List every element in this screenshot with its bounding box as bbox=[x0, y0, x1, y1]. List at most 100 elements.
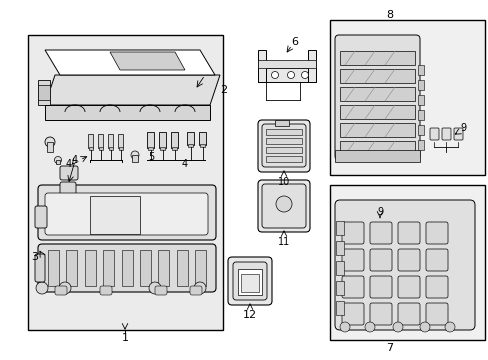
Bar bbox=[171, 132, 178, 148]
FancyBboxPatch shape bbox=[334, 200, 474, 330]
FancyBboxPatch shape bbox=[258, 120, 309, 172]
Bar bbox=[132, 155, 138, 162]
FancyBboxPatch shape bbox=[334, 35, 419, 160]
FancyBboxPatch shape bbox=[258, 180, 309, 232]
FancyBboxPatch shape bbox=[425, 249, 447, 271]
FancyBboxPatch shape bbox=[155, 286, 167, 295]
FancyBboxPatch shape bbox=[397, 276, 419, 298]
Bar bbox=[195, 250, 205, 286]
FancyBboxPatch shape bbox=[60, 166, 78, 180]
Bar bbox=[417, 80, 423, 90]
Bar bbox=[108, 134, 113, 148]
FancyBboxPatch shape bbox=[262, 124, 305, 167]
Bar bbox=[339, 69, 414, 83]
FancyBboxPatch shape bbox=[100, 286, 112, 295]
FancyBboxPatch shape bbox=[227, 257, 271, 305]
FancyBboxPatch shape bbox=[429, 128, 438, 140]
Text: 4: 4 bbox=[66, 159, 72, 169]
Bar bbox=[98, 134, 103, 148]
Circle shape bbox=[54, 157, 61, 163]
Bar bbox=[66, 250, 77, 286]
Bar bbox=[48, 250, 59, 286]
Bar bbox=[417, 110, 423, 120]
Circle shape bbox=[45, 137, 55, 147]
Bar bbox=[335, 221, 343, 235]
Circle shape bbox=[271, 72, 278, 78]
Circle shape bbox=[364, 322, 374, 332]
Circle shape bbox=[59, 282, 71, 294]
Bar bbox=[265, 138, 302, 144]
Bar bbox=[200, 144, 204, 147]
Text: 4: 4 bbox=[182, 159, 188, 169]
FancyBboxPatch shape bbox=[38, 244, 216, 292]
Bar bbox=[339, 51, 414, 65]
Polygon shape bbox=[38, 85, 50, 100]
Text: 9: 9 bbox=[459, 123, 465, 133]
Bar bbox=[417, 125, 423, 135]
FancyBboxPatch shape bbox=[369, 222, 391, 244]
Bar bbox=[28, 35, 223, 330]
Bar bbox=[238, 269, 262, 295]
Bar bbox=[187, 144, 193, 147]
Circle shape bbox=[339, 322, 349, 332]
Text: 11: 11 bbox=[277, 237, 289, 247]
FancyBboxPatch shape bbox=[60, 182, 76, 197]
Circle shape bbox=[149, 282, 161, 294]
Bar bbox=[186, 132, 194, 145]
FancyBboxPatch shape bbox=[35, 206, 47, 228]
FancyBboxPatch shape bbox=[369, 276, 391, 298]
Circle shape bbox=[392, 322, 402, 332]
FancyBboxPatch shape bbox=[262, 184, 305, 228]
Bar bbox=[121, 250, 132, 286]
Bar bbox=[119, 147, 123, 150]
Bar bbox=[109, 147, 113, 150]
Circle shape bbox=[301, 72, 308, 78]
Bar bbox=[417, 65, 423, 75]
Bar bbox=[172, 147, 177, 150]
FancyBboxPatch shape bbox=[341, 222, 363, 244]
Polygon shape bbox=[45, 105, 209, 120]
FancyBboxPatch shape bbox=[55, 286, 67, 295]
Circle shape bbox=[419, 322, 429, 332]
FancyBboxPatch shape bbox=[232, 262, 266, 300]
Bar bbox=[339, 123, 414, 137]
Text: 3: 3 bbox=[31, 252, 38, 262]
Bar bbox=[417, 95, 423, 105]
Bar bbox=[339, 141, 414, 155]
Bar bbox=[334, 150, 419, 162]
Polygon shape bbox=[38, 80, 50, 105]
Bar bbox=[329, 185, 484, 340]
FancyBboxPatch shape bbox=[45, 193, 207, 235]
Text: 8: 8 bbox=[386, 10, 393, 20]
Polygon shape bbox=[45, 50, 215, 75]
Text: 10: 10 bbox=[277, 177, 289, 187]
Text: 12: 12 bbox=[243, 310, 257, 320]
Bar bbox=[147, 132, 154, 148]
Text: 6: 6 bbox=[291, 37, 298, 47]
Circle shape bbox=[287, 72, 294, 78]
FancyBboxPatch shape bbox=[341, 276, 363, 298]
Bar bbox=[307, 50, 315, 82]
Bar bbox=[258, 68, 315, 82]
FancyBboxPatch shape bbox=[425, 276, 447, 298]
Circle shape bbox=[444, 322, 454, 332]
Bar bbox=[88, 134, 93, 148]
Bar bbox=[274, 120, 288, 126]
Circle shape bbox=[194, 282, 205, 294]
Bar bbox=[335, 241, 343, 255]
Polygon shape bbox=[45, 75, 220, 105]
Bar bbox=[265, 156, 302, 162]
Bar bbox=[103, 250, 114, 286]
Bar bbox=[335, 281, 343, 295]
Bar bbox=[89, 147, 93, 150]
Bar bbox=[118, 134, 123, 148]
Bar bbox=[265, 129, 302, 135]
Text: 2: 2 bbox=[220, 85, 226, 95]
Text: 1: 1 bbox=[121, 333, 128, 343]
FancyBboxPatch shape bbox=[190, 286, 202, 295]
FancyBboxPatch shape bbox=[369, 303, 391, 325]
FancyBboxPatch shape bbox=[341, 303, 363, 325]
Circle shape bbox=[131, 151, 139, 159]
Text: 4: 4 bbox=[72, 155, 78, 165]
FancyBboxPatch shape bbox=[35, 254, 45, 282]
